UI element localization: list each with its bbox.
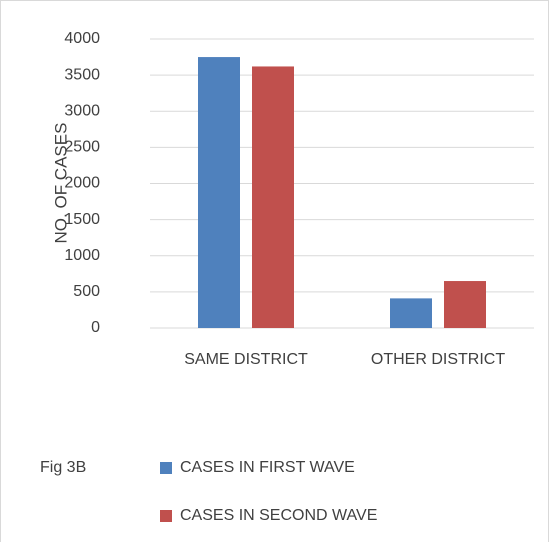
legend-label: CASES IN FIRST WAVE: [180, 459, 355, 476]
bar: [252, 66, 294, 328]
legend-swatch: [160, 510, 172, 522]
bar: [390, 298, 432, 328]
y-tick-label: 500: [73, 283, 100, 300]
y-tick-label: 2500: [64, 139, 100, 156]
x-tick-label: OTHER DISTRICT: [371, 351, 505, 368]
y-tick-label: 1500: [64, 211, 100, 228]
bar: [198, 57, 240, 328]
y-tick-label: 3500: [64, 66, 100, 83]
x-tick-label: SAME DISTRICT: [184, 351, 308, 368]
y-tick-label: 4000: [64, 30, 100, 47]
bar: [444, 281, 486, 328]
legend-swatch: [160, 462, 172, 474]
y-tick-label: 1000: [64, 247, 100, 264]
y-tick-label: 0: [91, 319, 100, 336]
y-axis-title: NO. OF CASES: [51, 123, 70, 244]
y-tick-label: 3000: [64, 102, 100, 119]
legend-label: CASES IN SECOND WAVE: [180, 507, 377, 524]
y-tick-label: 2000: [64, 175, 100, 192]
annotation: Fig 3B: [40, 459, 86, 476]
